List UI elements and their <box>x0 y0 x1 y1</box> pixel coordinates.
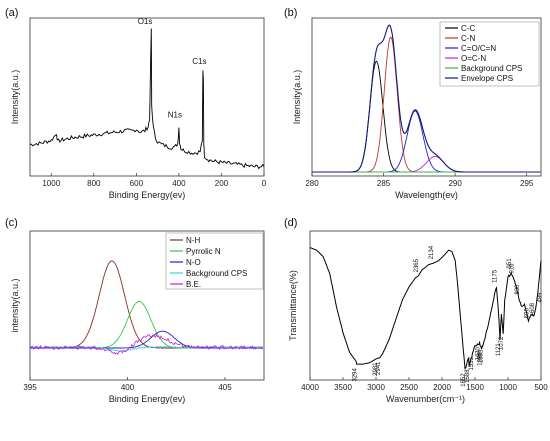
x-tick-label: 500 <box>534 383 548 392</box>
plot-frame <box>29 17 265 177</box>
band-label: 2981 <box>373 362 379 376</box>
legend: N-H Pyrrolic N N-O Background CPS B.E. <box>165 232 264 290</box>
background-cps-line <box>29 345 264 352</box>
x-axis-title: Binding Energy(ev) <box>109 394 186 404</box>
band-label: 2134 <box>429 245 435 259</box>
x-tick-label: 2500 <box>400 383 418 392</box>
band-label: 951 <box>507 258 513 269</box>
band-label: 3294 <box>353 367 359 381</box>
x-axis-title: Binding Energy(ev) <box>109 190 186 200</box>
x-tick-label: 1500 <box>466 383 484 392</box>
legend-label: N-O <box>186 258 201 267</box>
x-tick-label: 0 <box>262 179 267 188</box>
legend-label: Pyrrolic N <box>186 247 221 256</box>
band-label: 690 <box>524 308 530 319</box>
x-tick-label: 290 <box>448 179 462 188</box>
survey-spectrum-line <box>29 28 265 170</box>
x-tick-label: 405 <box>218 383 232 392</box>
band-label: 1398 <box>478 352 484 366</box>
peak-label: N1s <box>168 111 182 120</box>
legend-box <box>165 232 264 290</box>
x-tick-label: 3500 <box>334 383 352 392</box>
x-tick-label: 3000 <box>367 383 385 392</box>
x-tick-label: 600 <box>130 179 144 188</box>
panel-d: (d) 4000 3500 3000 2500 2000 1500 1000 500 Wavenu… <box>284 217 548 404</box>
band-label: 1121 <box>496 343 502 357</box>
plot-frame <box>309 230 542 381</box>
panel-label: (a) <box>5 7 18 19</box>
band-label: 2365 <box>414 258 420 272</box>
band-label: 1588 <box>465 369 471 383</box>
panel-b: (b) 280 285 290 295 Wavelength(ev) Intensity(a… <box>284 7 542 200</box>
x-tick-label: 280 <box>305 179 319 188</box>
panel-label: (c) <box>5 217 18 229</box>
panel-a: (a) 1000 800 600 400 200 0 Binding Energy(ev) In… <box>5 7 267 200</box>
legend-label: Background CPS <box>461 64 522 73</box>
plot-frame <box>29 230 265 381</box>
legend-box <box>439 21 540 87</box>
panel-label: (d) <box>284 217 297 229</box>
x-axis-title: Wavenumber(cm⁻¹) <box>386 394 465 404</box>
x-tick-label: 1000 <box>499 383 517 392</box>
peak-label: C1s <box>192 57 206 66</box>
band-label: 1430 <box>476 347 482 361</box>
y-axis-title: Transmittance(%) <box>288 270 298 341</box>
legend-label: B.E. <box>186 280 201 289</box>
legend-label: Background CPS <box>186 269 247 278</box>
band-label: 489 <box>538 292 544 303</box>
band-label: 1175 <box>492 269 498 283</box>
ftir-spectrum-line <box>309 247 542 370</box>
x-tick-label: 285 <box>377 179 391 188</box>
x-tick-label: 295 <box>520 179 534 188</box>
y-axis-title: Intensity(a.u.) <box>292 70 302 125</box>
band-label: 916 <box>510 263 516 274</box>
x-tick-label: 1000 <box>42 179 60 188</box>
be-line <box>29 333 264 355</box>
panel-c: (c) 395 400 405 Binding Energy(ev) intensity(… <box>5 217 265 404</box>
x-tick-label: 400 <box>172 179 186 188</box>
plot-frame <box>311 17 542 177</box>
x-tick-label: 200 <box>215 179 229 188</box>
legend-label: C-N <box>461 34 475 43</box>
band-label: 830 <box>515 284 521 295</box>
x-tick-label: 400 <box>121 383 135 392</box>
y-axis-title: intensity(a.u.) <box>10 278 20 332</box>
band-label: 1533 <box>469 357 475 371</box>
band-label: 1652 <box>461 373 467 387</box>
legend-label: O=C-N <box>461 54 486 63</box>
band-label: 1072 <box>499 336 505 350</box>
fit-peak-o-c-n <box>312 155 541 173</box>
envelope-cps-line <box>312 24 541 173</box>
x-axis-title: Wavelength(ev) <box>395 190 458 200</box>
legend-label: N-H <box>186 236 200 245</box>
legend-label: C-C <box>461 24 475 33</box>
panel-label: (b) <box>284 7 297 19</box>
band-label: 1383 <box>479 349 485 363</box>
x-tick-label: 2000 <box>433 383 451 392</box>
legend-label: C=O/C=N <box>461 44 496 53</box>
band-label: 2941 <box>376 361 382 375</box>
band-label: 608 <box>530 302 536 313</box>
legend-label: Envelope CPS <box>461 74 513 83</box>
x-tick-label: 4000 <box>301 383 319 392</box>
y-axis-title: Intensity(a.u.) <box>10 70 20 125</box>
x-tick-label: 395 <box>23 383 37 392</box>
x-tick-label: 800 <box>87 179 101 188</box>
peak-label: O1s <box>138 17 153 26</box>
